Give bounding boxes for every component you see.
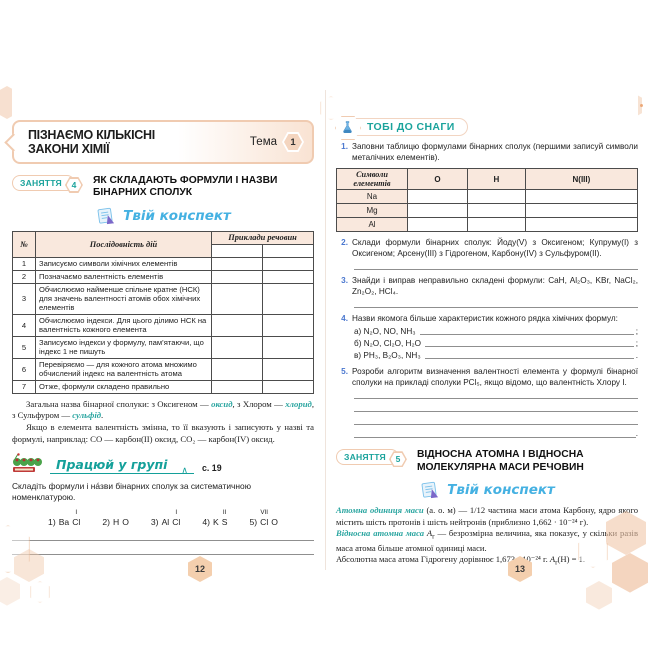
table-row: Mg — [337, 204, 638, 218]
exercise-item: 4)KIIS — [202, 509, 227, 527]
lesson-4-header: ЗАНЯТТЯ 4 ЯК СКЛАДАЮТЬ ФОРМУЛИ І НАЗВИ Б… — [12, 175, 314, 200]
hexagon-shape — [30, 581, 50, 603]
molecule-dot — [640, 104, 643, 107]
notebook-icon — [419, 481, 441, 499]
group-work-label: Працюй у групі — [56, 457, 167, 472]
tema-number-hexagon: 1 — [282, 132, 304, 152]
table-row: 4Обчислюємо індекси. Для цього ділимо НС… — [13, 314, 314, 336]
page-left: ПІЗНАЄМО КІЛЬКІСНІ ЗАКОНИ ХІМІЇ Тема 1 З… — [12, 78, 314, 555]
col-num: № — [13, 231, 36, 257]
group-task-text: Складіть формули і на́зви бінарних сполу… — [12, 481, 314, 503]
variable-valence-note: Якщо в елемента валентність змінна, то ї… — [12, 422, 314, 445]
task-2: 2.Склади формули бінарних сполук: Йоду(V… — [336, 238, 638, 259]
sequence-table: № Послідовність дій Приклади речовин 1За… — [12, 231, 314, 394]
page-number-right: 13 — [508, 556, 532, 582]
exercise-item: 3)AlICl — [151, 509, 180, 527]
hexagon-shape — [606, 511, 646, 555]
chevron-notch-icon — [4, 133, 22, 151]
hexagon-shape — [612, 553, 648, 593]
hexagon-decoration-bottom-left — [0, 515, 90, 625]
caterpillar-icon — [12, 453, 42, 474]
page-divider — [325, 90, 326, 570]
tema-badge: Тема 1 — [250, 132, 304, 152]
table-row: 1Записуємо символи хімічних елементів — [13, 257, 314, 270]
col-actions: Послідовність дій — [36, 231, 212, 257]
lesson-title: ЯК СКЛАДАЮТЬ ФОРМУЛИ І НАЗВИ БІНАРНИХ СП… — [93, 175, 277, 200]
col-examples: Приклади речовин — [212, 231, 314, 244]
group-work-heading: Працюй у групі ∧ с. 19 — [12, 453, 314, 474]
konspekt-heading: Твій конспект — [336, 481, 638, 499]
task-4b: б) N₂O, Cl₂O, H₂O; — [354, 339, 638, 349]
task-4c: в) PH₃, B₂O₃, NH₃. — [354, 351, 638, 361]
table-row: Al — [337, 218, 638, 232]
konspekt-label: Твій конспект — [123, 208, 231, 224]
konspekt-heading: Твій конспект — [12, 207, 314, 225]
snagy-heading: ТОБІ ДО СНАГИ — [346, 118, 468, 136]
hexagon-decoration-bottom-right — [560, 505, 650, 625]
table-row: 5Записуємо індекси у формулу, пам’ятаючи… — [13, 336, 314, 358]
answer-line[interactable] — [354, 259, 638, 270]
answer-line[interactable] — [354, 297, 638, 308]
caret-icon: ∧ — [181, 465, 188, 476]
notebook-icon — [95, 207, 117, 225]
lesson-badge: ЗАНЯТТЯ 4 — [12, 175, 75, 191]
hexagon-shape — [0, 577, 20, 606]
page-number-left: 12 — [188, 556, 212, 582]
table-row: 6Перевіряємо — для кожного атома множимо… — [13, 358, 314, 380]
page-right: ТОБІ ДО СНАГИ 1.Заповни таблицю формулам… — [336, 78, 638, 569]
hexagon-shape — [586, 581, 612, 610]
flask-icon — [340, 120, 355, 135]
lesson-title: ВІДНОСНА АТОМНА І ВІДНОСНА МОЛЕКУЛЯРНА М… — [417, 449, 584, 474]
table-row: 7Отже, формули складено правильно — [13, 380, 314, 393]
hexagon-shape — [578, 535, 608, 568]
lesson-badge: ЗАНЯТТЯ 5 — [336, 449, 399, 465]
snagy-title: ТОБІ ДО СНАГИ — [367, 121, 455, 133]
flask-hexagon-icon — [335, 116, 361, 140]
table-row: Na — [337, 190, 638, 204]
table-row: 2Позначаємо валентність елементів — [13, 270, 314, 283]
lesson-number-hexagon: 5 — [389, 451, 407, 467]
task-4a: а) N₂O, NO, NH₃; — [354, 327, 638, 337]
task-3: 3.Знайди і виправ неправильно складені ф… — [336, 276, 638, 297]
task-5: 5.Розроби алгоритм визначення валентност… — [336, 367, 638, 388]
table-row: 3Обчислюємо найменше спільне кратне (НСК… — [13, 283, 314, 314]
elements-table: Символи елементів O H N(III) Na Mg Al — [336, 168, 638, 232]
lesson-number-hexagon: 4 — [65, 177, 83, 193]
theme-title: ПІЗНАЄМО КІЛЬКІСНІ ЗАКОНИ ХІМІЇ — [28, 128, 155, 156]
task-1: 1.Заповни таблицю формулами бінарних спо… — [336, 142, 638, 163]
lesson-5-header: ЗАНЯТТЯ 5 ВІДНОСНА АТОМНА І ВІДНОСНА МОЛ… — [336, 449, 638, 474]
page-reference: с. 19 — [202, 463, 222, 474]
binary-name-note: Загальна назва бінарної сполуки: з Оксиг… — [12, 399, 314, 422]
theme-header: ПІЗНАЄМО КІЛЬКІСНІ ЗАКОНИ ХІМІЇ Тема 1 — [12, 120, 314, 164]
answer-lines[interactable]: . — [354, 388, 638, 438]
textbook-spread: ПІЗНАЄМО КІЛЬКІСНІ ЗАКОНИ ХІМІЇ Тема 1 З… — [0, 0, 650, 650]
task-4: 4.Назви якомога більше характеристик кож… — [336, 314, 638, 325]
tema-label: Тема — [250, 136, 277, 148]
konspekt-label: Твій конспект — [447, 482, 555, 498]
exercise-item: 5)VIIClO — [249, 509, 277, 527]
exercise-item: 2)HO — [102, 509, 129, 527]
